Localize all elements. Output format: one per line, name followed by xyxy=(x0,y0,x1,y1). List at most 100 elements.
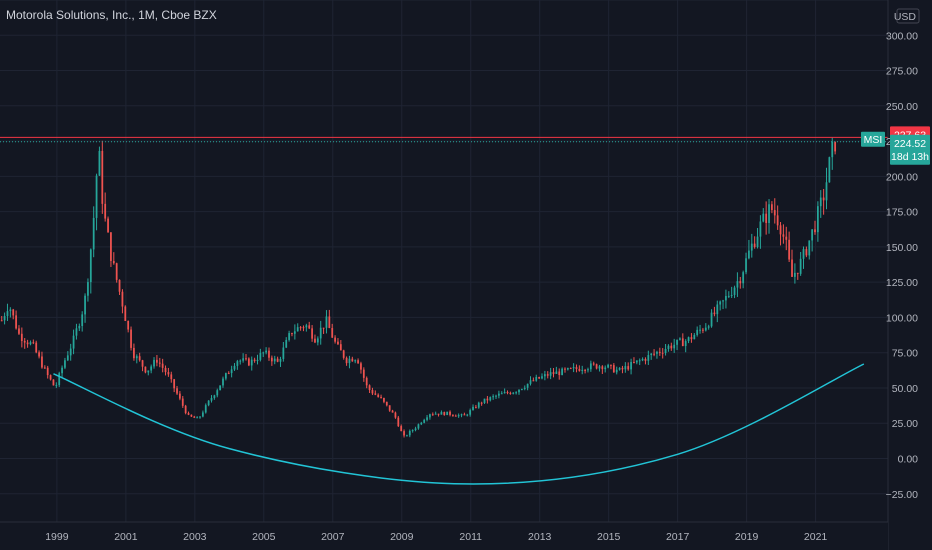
candle-body xyxy=(15,315,17,329)
candle-body xyxy=(32,342,35,344)
x-tick-label: 2021 xyxy=(804,531,828,543)
candle-body xyxy=(408,430,411,436)
candle-body xyxy=(383,397,385,402)
candle-body xyxy=(805,249,808,256)
candle-body xyxy=(489,397,492,401)
candle-body xyxy=(187,413,190,415)
candlestick-series xyxy=(0,137,837,438)
candle-body xyxy=(49,375,52,380)
candle-body xyxy=(647,355,650,361)
candle-body xyxy=(598,366,601,369)
candle-body xyxy=(52,379,55,386)
candle-body xyxy=(403,431,405,436)
candle-body xyxy=(664,349,667,353)
chart-grid xyxy=(0,0,888,522)
candle-body xyxy=(325,316,328,328)
candle-body xyxy=(414,428,417,431)
candle-body xyxy=(512,392,515,394)
candle-body xyxy=(144,366,147,373)
candle-body xyxy=(650,353,653,356)
candle-body xyxy=(750,243,753,251)
candle-body xyxy=(572,367,575,369)
candle-body xyxy=(164,367,167,373)
candle-body xyxy=(661,352,664,354)
candle-body xyxy=(621,367,624,370)
candle-body xyxy=(147,370,150,373)
price-axis[interactable]: −25.00 0.00 25.00 50.00 75.00 100.00 125.00 150… xyxy=(886,0,932,550)
candle-body xyxy=(127,320,130,330)
candle-body xyxy=(477,402,480,408)
candle-body xyxy=(736,281,739,288)
candle-body xyxy=(87,282,89,296)
candle-body xyxy=(311,328,313,339)
candle-body xyxy=(150,366,153,371)
candle-body xyxy=(153,359,155,367)
candle-body xyxy=(23,340,26,343)
candle-body xyxy=(61,367,63,374)
candle-body xyxy=(831,141,834,158)
candle-body xyxy=(730,294,733,296)
candle-body xyxy=(282,347,285,359)
candle-body xyxy=(239,360,242,362)
candle-body xyxy=(104,203,107,219)
candle-body xyxy=(561,368,564,376)
candle-body xyxy=(816,206,819,233)
candle-body xyxy=(98,150,101,176)
candle-body xyxy=(653,353,655,355)
candle-body xyxy=(201,412,204,417)
candle-body xyxy=(216,390,219,396)
candle-body xyxy=(107,218,109,233)
candle-body xyxy=(535,377,538,381)
candle-body xyxy=(549,372,552,376)
candle-body xyxy=(673,344,676,349)
candle-body xyxy=(526,383,529,388)
candle-body xyxy=(745,258,747,273)
symbol-badge xyxy=(861,131,885,147)
candle-body xyxy=(299,327,302,329)
candle-body xyxy=(170,374,173,380)
candle-body xyxy=(262,352,265,354)
candle-body xyxy=(808,240,811,256)
x-tick-label: 2011 xyxy=(459,531,482,543)
candle-body xyxy=(26,342,29,345)
candle-body xyxy=(610,364,612,366)
candle-body xyxy=(207,400,210,406)
candle-body xyxy=(72,335,75,349)
candle-body xyxy=(452,414,454,416)
time-axis[interactable]: 1999 2001 2003 2005 2007 2009 2011 2013 2015 2017… xyxy=(0,521,888,550)
candle-body xyxy=(308,325,311,329)
x-tick-label: 2017 xyxy=(666,531,690,543)
candle-body xyxy=(796,272,799,274)
candle-body xyxy=(587,369,589,371)
candle-body xyxy=(702,329,704,331)
x-tick-label: 1999 xyxy=(45,531,69,543)
candle-body xyxy=(710,312,713,327)
candle-body xyxy=(81,314,84,327)
x-tick-label: 2001 xyxy=(114,531,138,543)
candle-body xyxy=(679,338,681,340)
candle-body xyxy=(681,338,684,347)
candle-body xyxy=(584,369,586,371)
x-tick-label: 2013 xyxy=(528,531,552,543)
candle-body xyxy=(374,393,377,395)
candle-body xyxy=(552,372,555,374)
candle-body xyxy=(270,357,273,362)
candle-body xyxy=(233,365,236,370)
candle-body xyxy=(210,398,213,401)
candle-body xyxy=(635,360,638,363)
y-tick-label: 75.00 xyxy=(892,348,918,360)
candle-body xyxy=(322,327,325,329)
candle-body xyxy=(245,358,247,360)
candle-body xyxy=(0,320,3,322)
candle-body xyxy=(495,395,497,397)
candle-body xyxy=(167,372,170,375)
candle-body xyxy=(822,197,825,201)
candle-body xyxy=(385,401,388,406)
candle-body xyxy=(566,368,569,370)
candle-body xyxy=(437,413,440,415)
candle-body xyxy=(89,249,92,283)
candle-body xyxy=(604,367,607,370)
y-tick-label: 100.00 xyxy=(886,312,918,324)
candle-body xyxy=(776,215,779,226)
